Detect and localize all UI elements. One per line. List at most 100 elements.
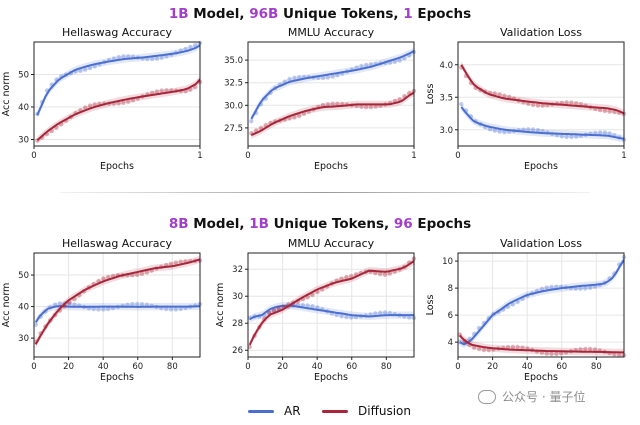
watermark: 公众号 · 量子位	[478, 388, 585, 405]
point-diffusion	[297, 113, 302, 119]
tick-label-x: 1	[197, 151, 202, 161]
point-diffusion	[592, 347, 598, 352]
band-diffusion	[35, 255, 201, 348]
point-ar	[159, 55, 164, 60]
chart-title: Validation Loss	[500, 237, 582, 250]
point-diffusion	[154, 89, 160, 94]
point-ar	[339, 314, 344, 319]
point-ar	[487, 127, 493, 132]
point-ar	[130, 301, 135, 307]
tick-label-y: 27.5	[224, 124, 243, 134]
point-diffusion	[515, 344, 520, 350]
point-ar	[497, 129, 502, 134]
tick-label-y: 4.0	[439, 61, 453, 71]
top-figure-title: 1B Model, 96B Unique Tokens, 1 Epochs	[0, 6, 640, 22]
section-divider	[60, 192, 590, 193]
plot-frame	[33, 252, 201, 358]
point-diffusion	[276, 306, 281, 311]
point-diffusion	[564, 100, 569, 105]
plot-frame	[247, 252, 415, 358]
band-ar	[461, 103, 624, 143]
top-title-part-model: 1B	[168, 6, 189, 22]
point-diffusion	[164, 88, 169, 93]
point-ar	[407, 315, 412, 320]
point-diffusion	[510, 344, 516, 350]
line-ar	[250, 50, 415, 120]
tick-label-x: 0	[31, 151, 36, 161]
tick-label-x: 40	[312, 362, 323, 372]
line-diffusion	[34, 258, 201, 345]
tick-label-x: 80	[381, 362, 392, 372]
point-ar	[554, 284, 559, 289]
point-ar	[111, 56, 117, 61]
point-ar	[249, 119, 254, 124]
point-diffusion	[310, 292, 315, 298]
line-ar	[36, 44, 201, 116]
point-diffusion	[588, 346, 593, 352]
point-ar	[574, 134, 579, 139]
tick-label-y: 10	[442, 257, 453, 267]
point-ar	[378, 310, 383, 315]
axis-label-x: Epochs	[314, 372, 348, 383]
bottom-figure-title: 8B Model, 1B Unique Tokens, 96 Epochs	[0, 216, 640, 232]
point-diffusion	[481, 347, 487, 353]
legend-item-ar: AR	[248, 403, 301, 419]
band-ar	[35, 302, 201, 326]
point-ar	[87, 65, 93, 71]
point-ar	[305, 303, 310, 308]
plot-frame	[247, 41, 415, 147]
point-diffusion	[502, 93, 507, 99]
axis-label-y: Loss	[425, 84, 436, 105]
point-ar	[292, 75, 297, 81]
chart-title: MMLU Accuracy	[288, 26, 375, 39]
tick-label-y: 3.0	[439, 126, 453, 136]
chart-top-mmlu: 27.5 30.0 32.5 35.0 0 1 MMLU Accuracy Epochs	[224, 26, 417, 172]
axis-label-x: Epochs	[314, 161, 348, 172]
point-diffusion	[92, 102, 97, 107]
point-diffusion	[271, 308, 277, 313]
point-ar	[139, 302, 145, 307]
point-ar	[510, 302, 516, 307]
point-diffusion	[578, 347, 583, 352]
point-diffusion	[349, 273, 354, 279]
point-ar	[373, 311, 378, 316]
top-title-part-tokens: 96B	[249, 6, 279, 22]
point-diffusion	[135, 272, 140, 277]
line-diffusion	[460, 64, 625, 115]
point-ar	[101, 307, 106, 312]
chart-bot-mmlu: 26 28 30 32 0 20 40 60 80 MMLU Accuracy Epochs Acc …	[215, 237, 417, 383]
point-diffusion	[602, 108, 608, 114]
point-diffusion	[101, 276, 106, 281]
point-diffusion	[505, 345, 511, 350]
chart-title: MMLU Accuracy	[288, 237, 375, 250]
tick-label-x: 1	[411, 151, 416, 161]
point-diffusion	[530, 102, 536, 108]
band-diffusion	[37, 75, 200, 144]
point-ar	[544, 285, 549, 290]
point-ar	[330, 74, 335, 79]
tick-label-x: 0	[31, 362, 36, 372]
axis-label-x: Epochs	[100, 161, 134, 172]
point-ar	[173, 307, 178, 312]
point-diffusion	[387, 271, 392, 276]
tick-label-x: 0	[245, 151, 250, 161]
point-ar	[168, 307, 174, 312]
watermark-text: 公众号 · 量子位	[502, 390, 586, 404]
bottom-title-part-2: Model,	[188, 216, 250, 232]
legend-swatch-ar	[248, 409, 274, 413]
point-diffusion	[247, 344, 252, 350]
axis-label-y: Acc norm	[1, 72, 12, 117]
point-ar	[57, 301, 63, 306]
tick-label-x: 60	[346, 362, 357, 372]
point-ar	[116, 54, 121, 60]
point-ar	[193, 43, 198, 48]
point-ar	[300, 302, 306, 308]
point-diffusion	[144, 270, 150, 275]
point-ar	[382, 310, 388, 315]
plot-frame	[457, 252, 625, 358]
band-diffusion	[251, 89, 414, 139]
tick-label-y: 28	[232, 319, 243, 329]
point-diffusion	[364, 105, 369, 110]
bottom-title-part-4: Unique Tokens,	[268, 216, 394, 232]
